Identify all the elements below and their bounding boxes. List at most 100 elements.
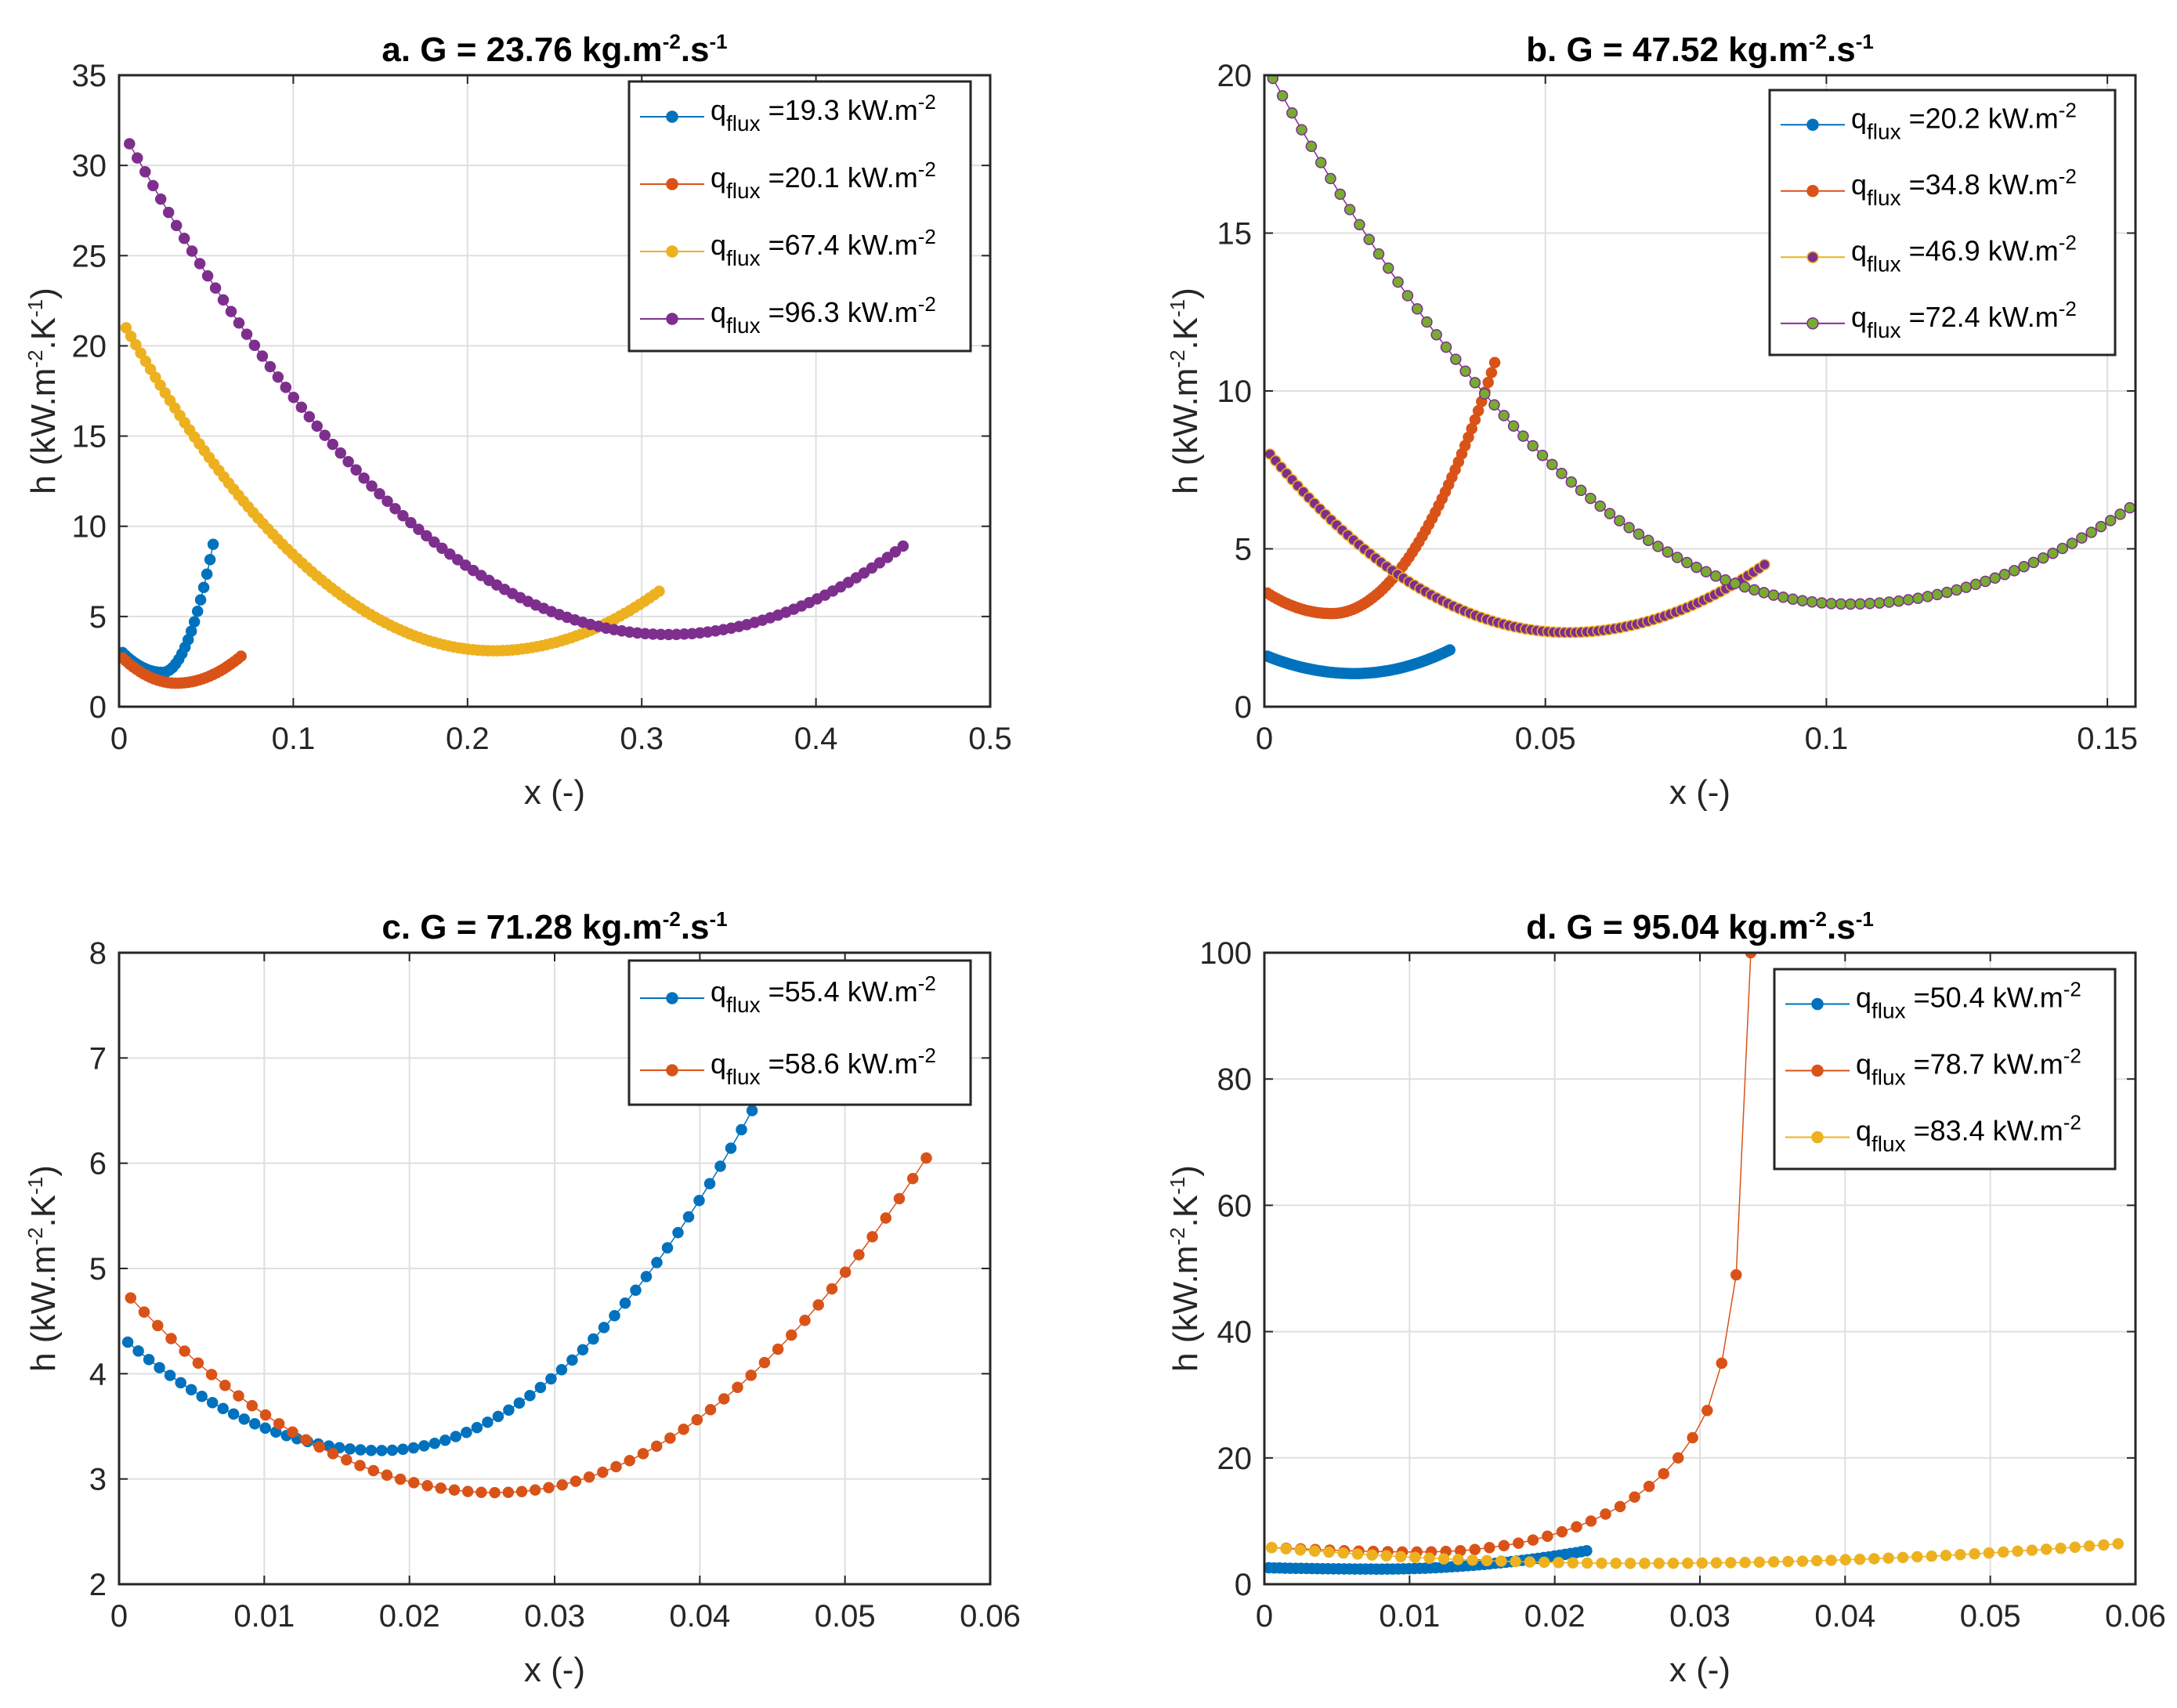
data-point [461, 1426, 472, 1438]
chart-title: d. G = 95.04 kg.m-2.s-1 [1526, 907, 1874, 946]
data-point [732, 1381, 743, 1394]
data-point [570, 1475, 582, 1487]
y-tick-label: 0 [89, 690, 107, 725]
series-group [121, 1105, 932, 1499]
data-point [1484, 1542, 1495, 1554]
legend-marker [1811, 997, 1824, 1011]
data-point [132, 152, 143, 164]
data-point [2124, 501, 2135, 514]
data-point [1305, 140, 1318, 153]
data-point [233, 1390, 244, 1402]
y-tick-label: 35 [72, 59, 107, 93]
data-point [1527, 1534, 1539, 1546]
data-point [1409, 1551, 1421, 1564]
data-point [295, 401, 308, 413]
data-point [534, 1381, 547, 1394]
data-point [313, 1441, 326, 1453]
data-point [429, 1437, 441, 1449]
data-point [858, 567, 870, 579]
x-tick-label: 0 [1256, 1599, 1273, 1634]
data-point [1478, 388, 1491, 400]
data-point [1498, 410, 1510, 422]
x-tick-label: 0.03 [524, 1599, 585, 1634]
x-tick-label: 0.05 [1515, 722, 1576, 756]
data-point [880, 1212, 892, 1224]
data-point [1667, 1558, 1680, 1569]
data-point [725, 1142, 737, 1154]
data-point [376, 1445, 388, 1457]
data-point [1536, 449, 1549, 461]
data-point [1672, 1452, 1684, 1464]
data-point [1682, 1557, 1694, 1569]
data-point [1911, 1551, 1923, 1563]
data-point [2066, 537, 2078, 549]
data-point [1882, 1552, 1894, 1564]
data-point [1873, 597, 1886, 609]
data-point [256, 350, 269, 362]
data-point [853, 1249, 865, 1261]
x-axis-label: x (-) [1669, 773, 1730, 812]
data-point [1459, 365, 1471, 377]
data-point [772, 1343, 784, 1355]
data-point [1581, 1557, 1593, 1569]
data-point [1596, 1557, 1607, 1569]
data-point [1614, 515, 1626, 527]
legend: qflux =19.3 kW.m-2 qflux =20.1 kW.m-2 qflu… [627, 80, 972, 353]
data-point [196, 1391, 208, 1402]
data-point [319, 429, 331, 441]
y-tick-label: 0 [1235, 1568, 1252, 1602]
data-point [1960, 581, 1973, 593]
data-point [1854, 598, 1866, 610]
legend-entry: qflux =58.6 kW.m-2 [711, 1044, 936, 1089]
data-point [1394, 1551, 1407, 1563]
data-point [1897, 1551, 1909, 1564]
data-point [746, 1105, 758, 1116]
data-point [1481, 1554, 1493, 1567]
data-point [2098, 1539, 2110, 1551]
data-point [191, 605, 204, 617]
data-point [651, 1257, 663, 1268]
data-point [135, 347, 146, 359]
data-point [2056, 542, 2069, 555]
data-point [175, 1377, 186, 1389]
data-point [1940, 1549, 1952, 1561]
data-point [1315, 157, 1327, 168]
data-point [194, 594, 207, 606]
data-point [1839, 1554, 1852, 1566]
x-tick-label: 0.06 [960, 1599, 1021, 1634]
data-point [588, 1333, 599, 1345]
data-point [583, 1471, 595, 1483]
data-point [341, 1454, 353, 1466]
data-point [1748, 584, 1760, 596]
data-point [1671, 552, 1683, 563]
y-tick-label: 25 [72, 239, 107, 273]
data-point [1575, 484, 1587, 497]
series-group [1264, 75, 2135, 679]
data-point [264, 360, 277, 373]
data-point [1989, 572, 2001, 584]
data-point [197, 581, 210, 594]
y-tick-label: 8 [89, 936, 107, 971]
data-point [448, 1484, 461, 1496]
data-point [154, 1362, 165, 1373]
data-point [1437, 1553, 1450, 1565]
data-point [826, 1283, 838, 1295]
data-point [1450, 353, 1462, 365]
x-tick-label: 0.1 [272, 722, 316, 756]
x-axis-label: x (-) [1669, 1651, 1730, 1689]
data-point [1796, 595, 1809, 606]
data-point [1556, 1525, 1568, 1538]
data-point [873, 557, 886, 569]
data-point [1767, 1556, 1780, 1568]
panel-c: 0 0.01 0.02 0.03 0.04 0.05 0.06 2 3 4 5 6 7 8 c. G = 7… [24, 907, 1021, 1689]
x-tick-label: 0.04 [669, 1599, 730, 1634]
data-point [1955, 1548, 1966, 1561]
data-point [693, 1194, 705, 1207]
data-point [1758, 587, 1770, 599]
data-point [1411, 303, 1423, 315]
data-point [1759, 559, 1770, 570]
legend-entry: qflux =46.9 kW.m-2 [1851, 230, 2077, 276]
series-group [1264, 953, 2125, 1575]
data-point [718, 1393, 730, 1405]
data-point [672, 1226, 684, 1239]
